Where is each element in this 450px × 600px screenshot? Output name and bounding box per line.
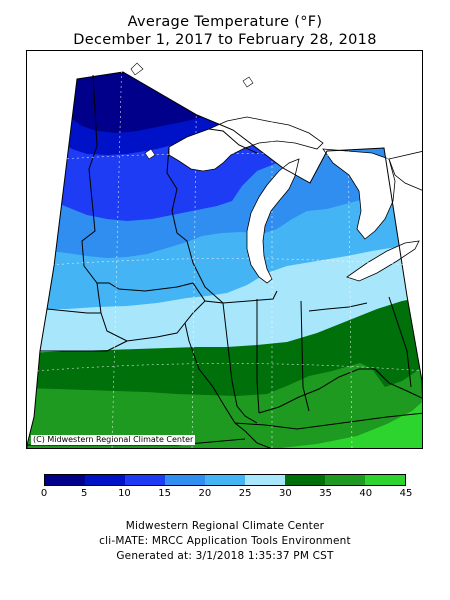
map-svg bbox=[27, 51, 422, 448]
legend-swatch-5-10 bbox=[85, 475, 125, 485]
legend-tick-label: 30 bbox=[278, 488, 292, 499]
lake-michigan bbox=[246, 158, 300, 284]
legend-tick-label: 0 bbox=[40, 488, 48, 499]
legend-tick-label: 45 bbox=[399, 488, 413, 499]
legend-swatch-10-15 bbox=[125, 475, 165, 485]
legend-tick-label: 20 bbox=[198, 488, 212, 499]
legend-swatch-40-45 bbox=[365, 475, 405, 485]
legend-tick-label: 40 bbox=[359, 488, 373, 499]
lake-superior bbox=[168, 116, 324, 172]
legend-tick-label: 10 bbox=[118, 488, 131, 499]
copyright-notice: (C) Midwestern Regional Climate Center bbox=[31, 435, 196, 445]
legend-swatch-15-20 bbox=[165, 475, 205, 485]
legend-tick-label: 35 bbox=[319, 488, 332, 499]
legend-swatch-35-40 bbox=[325, 475, 365, 485]
legend-swatch-25-30 bbox=[245, 475, 285, 485]
state-borders bbox=[27, 71, 422, 448]
legend-swatch-20-25 bbox=[205, 475, 245, 485]
band-0-5 bbox=[27, 72, 422, 133]
temperature-map: (C) Midwestern Regional Climate Center bbox=[26, 50, 423, 449]
lake-erie bbox=[346, 240, 420, 282]
legend-swatch-30-35 bbox=[285, 475, 325, 485]
lake-huron bbox=[322, 148, 396, 240]
footer-tool: cli-MATE: MRCC Application Tools Environ… bbox=[99, 535, 351, 547]
legend-tick-label: 15 bbox=[158, 488, 172, 499]
legend-swatch-0-5 bbox=[45, 475, 85, 485]
graticule bbox=[36, 51, 422, 448]
footer-org: Midwestern Regional Climate Center bbox=[125, 520, 325, 532]
map-subtitle: December 1, 2017 to February 28, 2018 bbox=[73, 32, 377, 48]
legend-tick-label: 25 bbox=[238, 488, 252, 499]
color-legend bbox=[44, 474, 406, 486]
map-title: Average Temperature (°F) bbox=[127, 14, 323, 30]
footer-generated: Generated at: 3/1/2018 1:35:37 PM CST bbox=[116, 550, 334, 562]
islands bbox=[130, 62, 254, 160]
georgian-bay bbox=[388, 151, 422, 191]
legend-tick-label: 5 bbox=[81, 488, 88, 499]
